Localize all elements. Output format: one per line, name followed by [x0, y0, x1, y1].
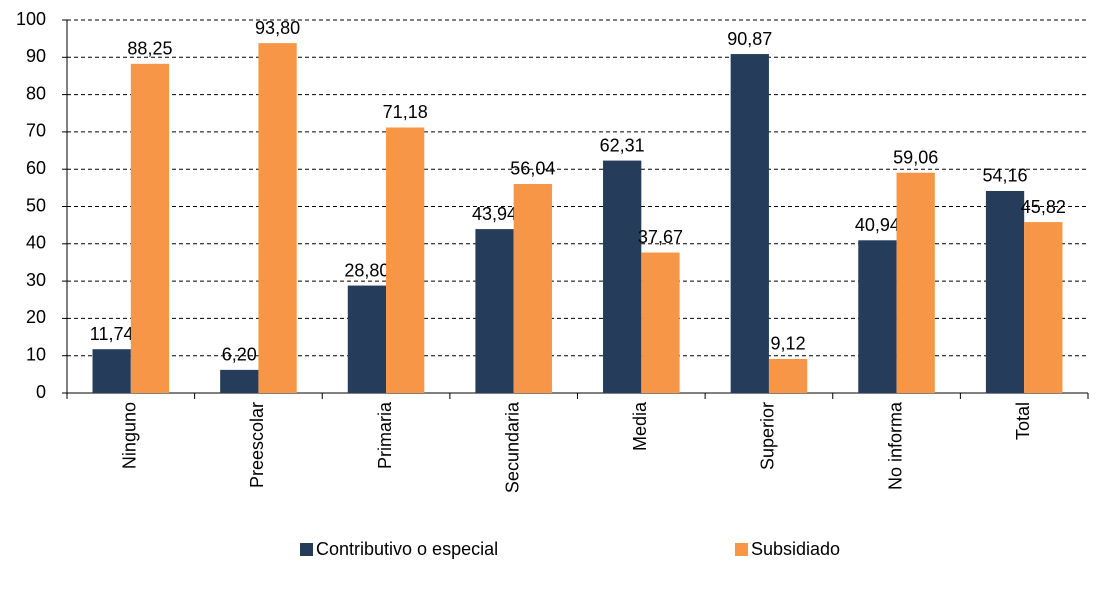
x-tick-label: Media — [630, 401, 650, 451]
legend-swatch — [735, 543, 748, 556]
value-label: 62,31 — [600, 135, 645, 155]
value-label: 45,82 — [1021, 197, 1066, 217]
legend-swatch — [300, 543, 313, 556]
value-label: 71,18 — [383, 102, 428, 122]
bar — [513, 183, 552, 393]
value-label: 56,04 — [510, 159, 555, 179]
bar — [603, 160, 642, 393]
value-label: 40,94 — [855, 215, 900, 235]
value-label: 54,16 — [983, 166, 1028, 186]
bar — [858, 240, 897, 393]
bar — [92, 349, 131, 393]
y-tick-label: 80 — [26, 83, 46, 103]
x-tick-label: Preescolar — [247, 402, 267, 488]
bar — [641, 252, 680, 393]
legend-label: Contributivo o especial — [316, 539, 498, 559]
bar — [768, 358, 808, 393]
value-label: 93,80 — [255, 18, 300, 38]
value-label: 59,06 — [893, 147, 938, 167]
y-tick-label: 90 — [26, 46, 46, 66]
bar — [896, 172, 935, 393]
value-label: 9,12 — [771, 334, 806, 354]
y-tick-label: 60 — [26, 158, 46, 178]
y-tick-label: 0 — [36, 382, 46, 402]
y-tick-label: 30 — [26, 270, 46, 290]
bar — [1024, 222, 1063, 393]
x-tick-label: Superior — [758, 402, 778, 470]
bar — [130, 63, 170, 393]
y-tick-label: 40 — [26, 233, 46, 253]
y-tick-label: 50 — [26, 195, 46, 215]
y-tick-label: 10 — [26, 344, 46, 364]
x-tick-label: Total — [1013, 402, 1033, 440]
legend-label: Subsidiado — [751, 539, 840, 559]
bar — [730, 54, 769, 393]
bar — [985, 190, 1025, 393]
y-tick-label: 20 — [26, 307, 46, 327]
value-label: 43,94 — [472, 204, 517, 224]
y-tick-label: 70 — [26, 121, 46, 141]
x-tick-label: No informa — [885, 401, 905, 490]
bar — [347, 285, 387, 393]
bar — [386, 127, 425, 393]
x-tick-label: Ninguno — [120, 402, 140, 469]
value-label: 11,74 — [90, 324, 134, 344]
y-tick-label: 100 — [16, 9, 46, 29]
value-label: 88,25 — [127, 39, 172, 59]
x-tick-label: Primaria — [375, 401, 395, 469]
bar — [258, 43, 297, 393]
value-label: 28,80 — [344, 260, 389, 280]
bar — [475, 229, 514, 393]
value-label: 6,20 — [222, 345, 257, 365]
x-tick-label: Secundaria — [502, 401, 522, 493]
value-label: 37,67 — [638, 227, 683, 247]
bar — [220, 369, 259, 393]
value-label: 90,87 — [727, 29, 772, 49]
